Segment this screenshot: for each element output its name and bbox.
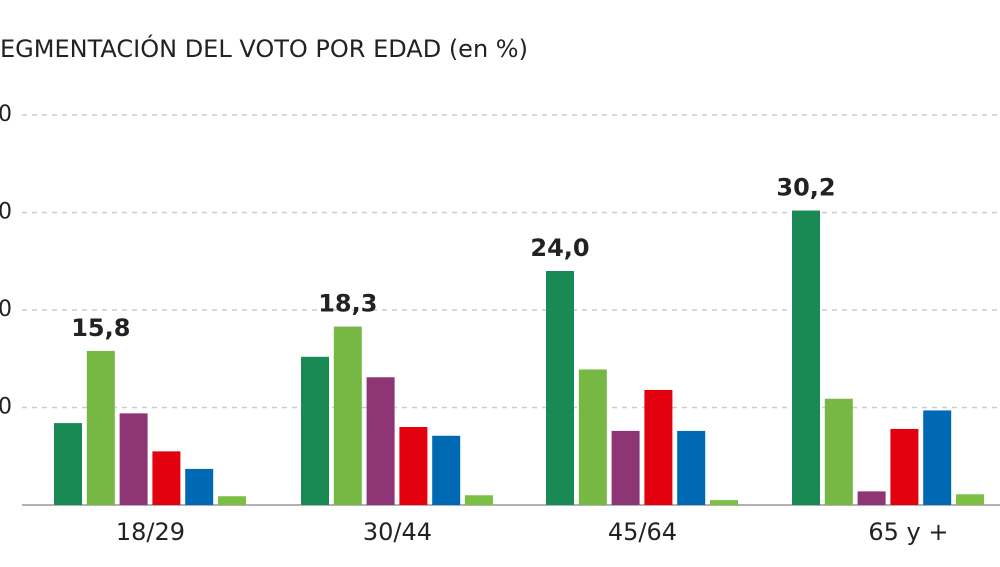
x-tick-label: 18/29 bbox=[116, 518, 185, 546]
bar bbox=[857, 491, 886, 505]
bar bbox=[119, 413, 148, 505]
bar bbox=[86, 350, 115, 505]
bar bbox=[578, 369, 607, 505]
bar bbox=[611, 430, 640, 505]
bar bbox=[824, 398, 853, 505]
bar bbox=[956, 494, 984, 505]
x-tick-label: 30/44 bbox=[363, 518, 432, 546]
bar bbox=[890, 428, 919, 505]
x-tick-label: 45/64 bbox=[608, 518, 677, 546]
bar bbox=[792, 210, 820, 506]
bar bbox=[54, 423, 82, 505]
x-tick-label: 65 y + bbox=[868, 518, 948, 546]
bar bbox=[432, 435, 461, 505]
y-tick-label: 30 bbox=[0, 200, 12, 225]
bar bbox=[710, 500, 738, 505]
bar bbox=[185, 468, 214, 505]
bar bbox=[333, 326, 362, 505]
bar bbox=[546, 271, 574, 505]
value-label: 18,3 bbox=[318, 290, 377, 318]
bar bbox=[366, 377, 395, 505]
value-label: 24,0 bbox=[530, 234, 589, 262]
bar bbox=[677, 430, 706, 505]
bar bbox=[465, 495, 493, 505]
bar bbox=[399, 427, 428, 505]
y-tick-label: 10 bbox=[0, 395, 12, 420]
bar bbox=[644, 389, 673, 505]
bar bbox=[923, 410, 952, 505]
chart-title: EGMENTACIÓN DEL VOTO POR EDAD (en %) bbox=[0, 33, 528, 63]
bar bbox=[152, 451, 181, 505]
y-tick-label: 40 bbox=[0, 102, 12, 127]
y-tick-label: 20 bbox=[0, 297, 12, 322]
value-label: 30,2 bbox=[776, 174, 835, 202]
bar bbox=[301, 356, 329, 505]
value-label: 15,8 bbox=[71, 314, 130, 342]
bar bbox=[218, 496, 246, 505]
